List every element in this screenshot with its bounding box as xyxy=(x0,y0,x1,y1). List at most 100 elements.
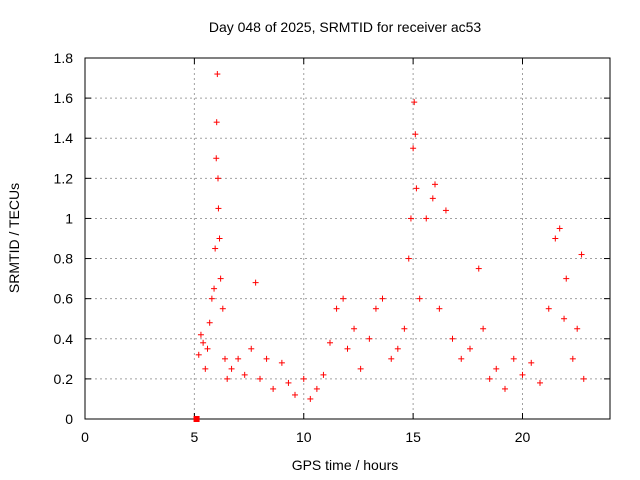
data-point xyxy=(212,245,219,252)
tick-labels: 0 0.2 0.4 0.6 0.8 1 1.2 1.4 1.6 1.8 0 5 10 15 20 xyxy=(54,50,531,445)
data-point xyxy=(405,255,412,262)
y-axis-label: SRMTID / TECUs xyxy=(6,183,22,293)
data-point xyxy=(357,365,364,372)
data-point xyxy=(333,305,340,312)
data-point xyxy=(528,359,535,366)
data-point xyxy=(219,305,226,312)
data-point xyxy=(467,345,473,352)
data-point xyxy=(429,195,436,202)
data-point xyxy=(211,285,218,292)
data-point xyxy=(578,251,585,258)
data-point xyxy=(248,345,255,352)
data-point xyxy=(208,295,215,302)
x-tick-label: 5 xyxy=(190,429,198,445)
data-point xyxy=(235,355,242,362)
x-tick-label: 0 xyxy=(81,429,89,445)
data-point xyxy=(228,365,235,372)
data-point xyxy=(204,345,211,352)
y-tick-label: 0.6 xyxy=(54,291,74,307)
outlier-point xyxy=(193,416,200,422)
data-point xyxy=(449,335,456,342)
data-point xyxy=(412,131,419,138)
data-point xyxy=(432,181,438,188)
data-point xyxy=(388,355,395,362)
data-point xyxy=(556,225,563,232)
chart-title: Day 048 of 2025, SRMTID for receiver ac5… xyxy=(209,19,482,35)
data-point xyxy=(519,371,526,378)
data-point xyxy=(263,355,270,362)
data-point xyxy=(366,335,373,342)
data-point xyxy=(561,315,568,322)
data-point xyxy=(202,365,209,372)
grid-lines xyxy=(85,58,610,419)
data-point xyxy=(224,375,231,382)
data-point xyxy=(200,339,207,346)
data-point xyxy=(442,207,449,214)
y-tick-label: 1.6 xyxy=(54,90,74,106)
data-point xyxy=(206,319,213,326)
data-point xyxy=(344,345,351,352)
data-point xyxy=(216,235,223,242)
y-tick-label: 0 xyxy=(65,411,73,427)
data-point xyxy=(285,379,292,386)
data-point xyxy=(423,215,430,222)
y-tick-label: 1.4 xyxy=(54,130,74,146)
y-tick-label: 1.8 xyxy=(54,50,74,66)
data-point xyxy=(436,305,443,312)
data-point xyxy=(552,235,559,242)
data-point xyxy=(320,371,327,378)
data-point xyxy=(379,295,386,302)
data-point xyxy=(213,155,220,162)
data-point xyxy=(340,295,347,302)
data-point xyxy=(569,355,576,362)
data-point xyxy=(313,385,320,392)
data-point xyxy=(351,325,358,332)
data-point xyxy=(217,275,224,282)
data-point xyxy=(394,345,401,352)
data-point xyxy=(213,119,220,126)
data-point xyxy=(510,355,517,362)
data-point xyxy=(215,175,221,182)
data-point xyxy=(278,359,285,366)
data-point xyxy=(580,375,587,382)
data-point xyxy=(413,185,420,192)
data-point xyxy=(257,375,263,382)
data-point xyxy=(475,265,482,272)
data-point xyxy=(197,331,204,338)
x-axis-label: GPS time / hours xyxy=(292,457,399,473)
y-tick-label: 1.2 xyxy=(54,170,74,186)
data-point xyxy=(411,99,418,106)
data-point xyxy=(574,325,581,332)
data-point xyxy=(458,355,465,362)
data-point xyxy=(545,305,552,312)
data-points xyxy=(193,71,587,422)
data-point xyxy=(252,279,259,286)
data-point xyxy=(241,371,248,378)
y-tick-label: 1 xyxy=(65,210,73,226)
data-point xyxy=(480,325,487,332)
data-point xyxy=(307,395,314,402)
data-point xyxy=(372,305,379,312)
data-point xyxy=(222,355,228,362)
data-point xyxy=(407,215,414,222)
data-point xyxy=(214,71,221,78)
data-point xyxy=(300,375,307,382)
data-point xyxy=(327,339,333,346)
data-point xyxy=(493,365,500,372)
data-point xyxy=(416,295,423,302)
y-tick-label: 0.4 xyxy=(54,331,74,347)
x-tick-label: 10 xyxy=(296,429,312,445)
data-point xyxy=(502,385,508,392)
data-point xyxy=(215,205,222,212)
data-point xyxy=(292,391,298,398)
y-tick-label: 0.8 xyxy=(54,251,74,267)
data-point xyxy=(270,385,277,392)
x-tick-label: 15 xyxy=(405,429,421,445)
data-point xyxy=(195,351,202,358)
data-point xyxy=(410,145,417,152)
x-tick-label: 20 xyxy=(515,429,531,445)
data-point xyxy=(401,325,408,332)
data-point xyxy=(486,375,493,382)
plot-frame xyxy=(84,57,611,420)
